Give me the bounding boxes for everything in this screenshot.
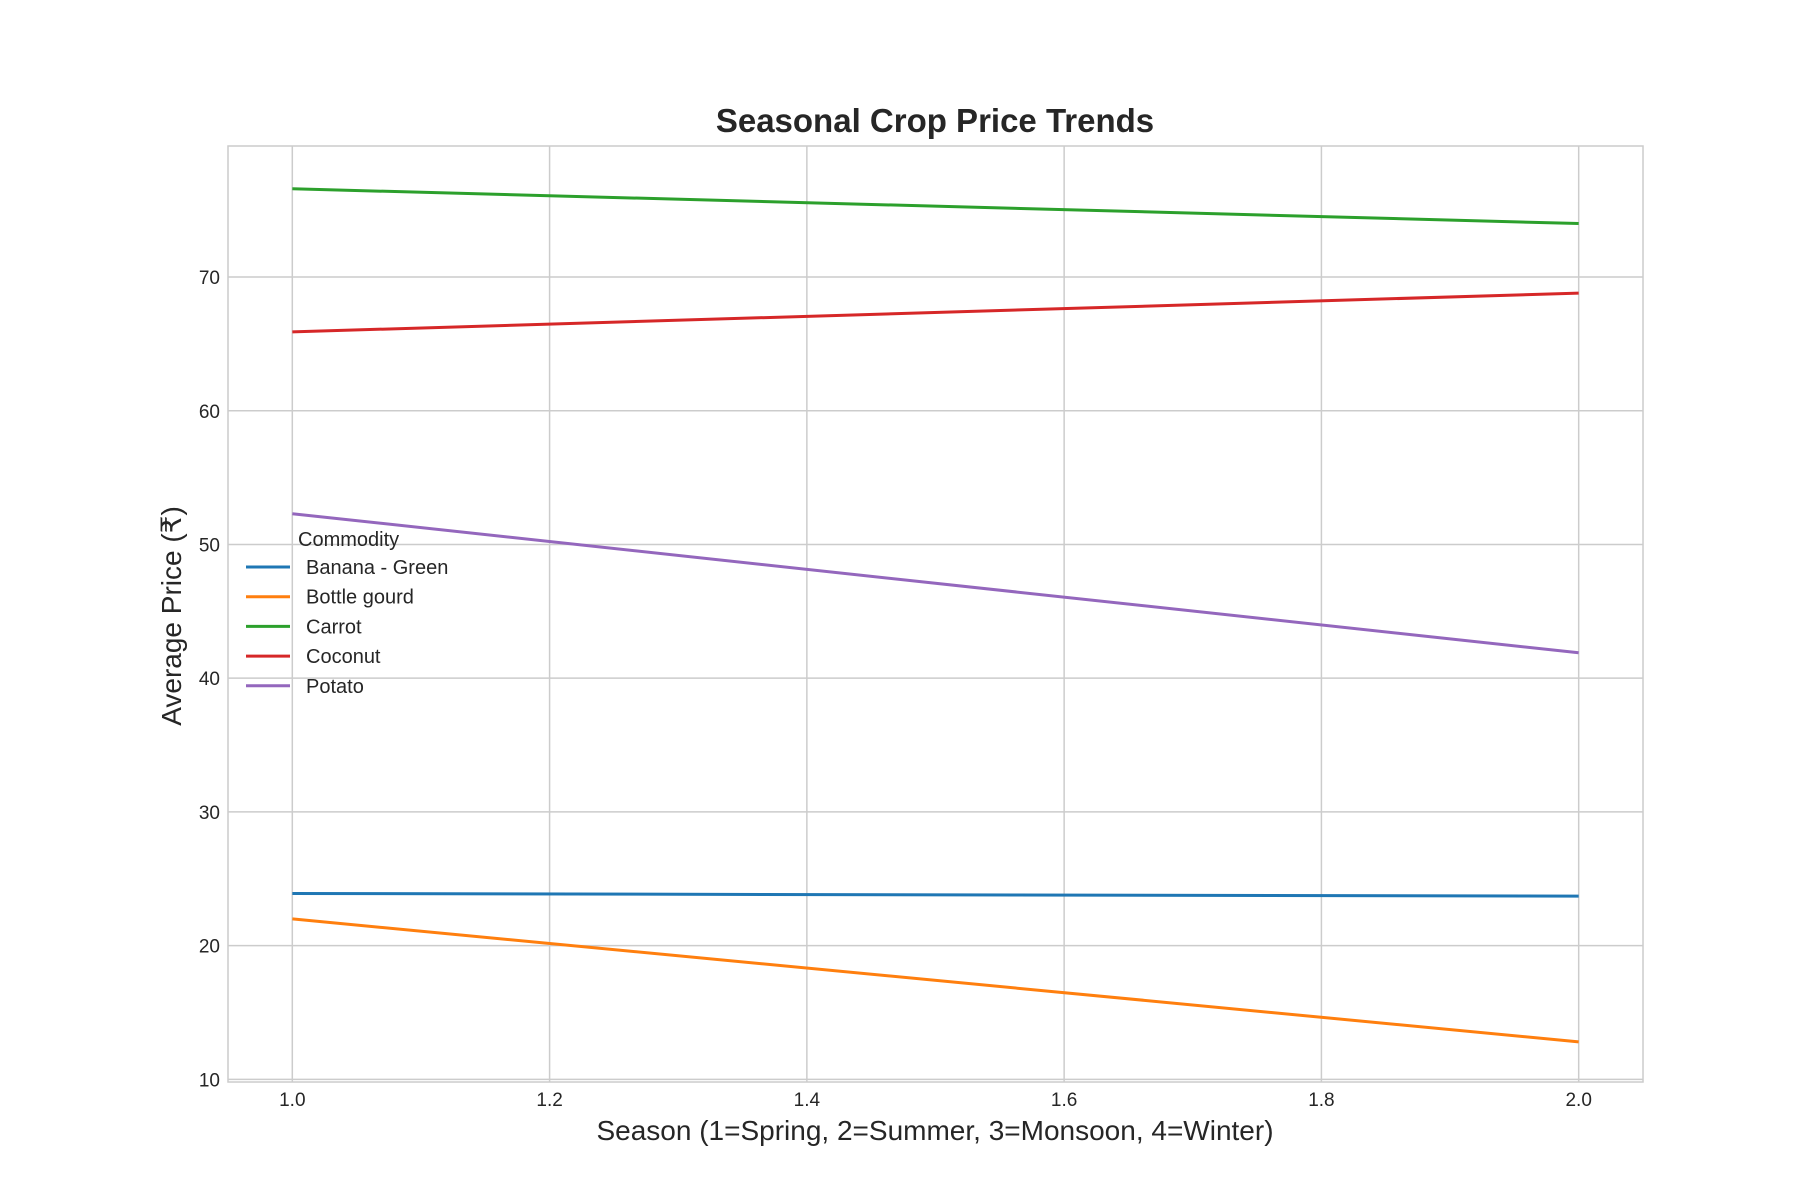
x-tick-label: 1.8 [1308, 1090, 1334, 1111]
series-lines [292, 187, 1579, 1044]
legend-items: Banana - Green Bottle gourd Carrot Coconut P… [246, 557, 448, 698]
y-axis-label: Average Price (₹) [156, 506, 187, 726]
series-line-0 [292, 891, 1579, 898]
x-tick-labels: 1.0 1.2 1.4 1.6 1.8 2.0 [279, 1090, 1592, 1111]
y-tick-label: 60 [199, 402, 220, 423]
plot-frame [227, 145, 1644, 1083]
chart-title: Seasonal Crop Price Trends [716, 102, 1154, 139]
y-tick-label: 10 [199, 1070, 220, 1091]
x-tick-label: 1.4 [794, 1090, 821, 1111]
x-tick-label: 1.0 [279, 1090, 305, 1111]
x-tick-label: 1.6 [1051, 1090, 1077, 1111]
x-axis-label: Season (1=Spring, 2=Summer, 3=Monsoon, 4… [596, 1115, 1273, 1146]
legend-item-label: Banana - Green [306, 557, 448, 579]
legend-item-label: Carrot [306, 616, 362, 638]
y-tick-label: 50 [199, 535, 220, 556]
y-tick-label: 40 [199, 669, 220, 690]
y-tick-label: 20 [199, 937, 220, 958]
grid [228, 146, 1643, 1082]
legend-item-label: Potato [306, 676, 364, 698]
legend: Commodity Banana - Green Bottle gourd Carr… [246, 529, 448, 698]
legend-item-label: Bottle gourd [306, 587, 414, 609]
y-tick-label: 70 [199, 268, 220, 289]
series-line-4 [292, 512, 1579, 655]
legend-title: Commodity [298, 529, 399, 551]
series-line-3 [292, 291, 1579, 334]
y-tick-label: 30 [199, 803, 220, 824]
x-tick-label: 2.0 [1565, 1090, 1591, 1111]
series-line-1 [292, 917, 1579, 1044]
series-line-2 [292, 187, 1579, 226]
legend-item-label: Coconut [306, 646, 381, 668]
x-tick-label: 1.2 [536, 1090, 562, 1111]
y-tick-labels: 10 20 30 40 50 60 70 [199, 268, 220, 1091]
